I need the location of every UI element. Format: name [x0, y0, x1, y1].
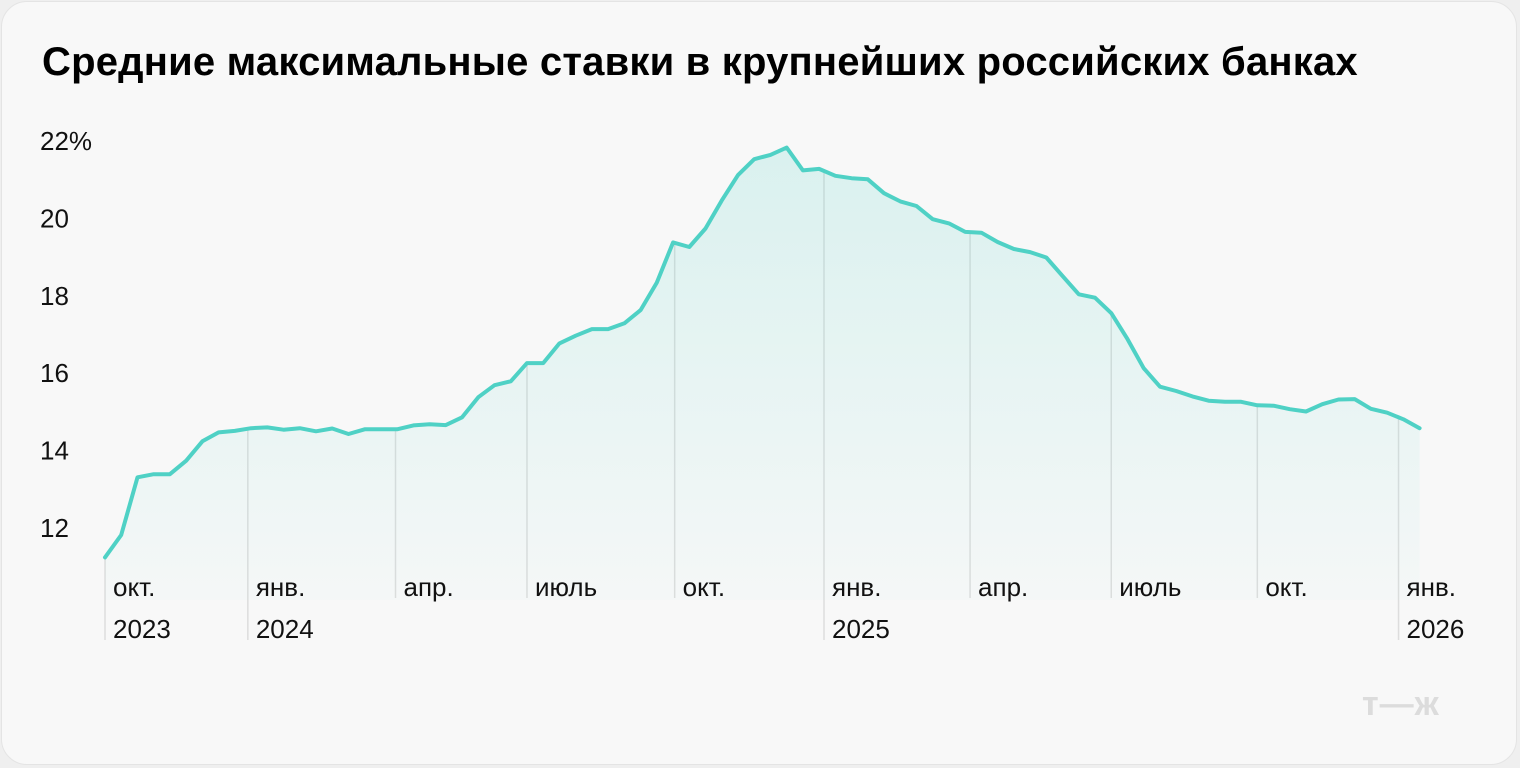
x-tick-year-label: 2026	[1407, 614, 1465, 644]
y-tick-label: 18	[40, 281, 69, 311]
x-tick-label: янв.	[1407, 572, 1456, 602]
x-tick-label: окт.	[683, 572, 725, 602]
x-tick-year-label: 2023	[113, 614, 171, 644]
area-fill	[105, 147, 1420, 600]
x-tick-year-label: 2025	[832, 614, 890, 644]
y-tick-label: 12	[40, 513, 69, 543]
x-tick-label: июль	[1119, 572, 1181, 602]
series-line	[103, 145, 1422, 560]
x-tick-year-label: 2024	[256, 614, 314, 644]
x-tick-label: апр.	[978, 572, 1028, 602]
y-tick-label: 14	[40, 436, 69, 466]
x-tick-label: янв.	[256, 572, 305, 602]
x-tick-label: окт.	[113, 572, 155, 602]
y-tick-label: 16	[40, 358, 69, 388]
x-tick-label: апр.	[404, 572, 454, 602]
x-tick-label: июль	[535, 572, 597, 602]
y-tick-label: 20	[40, 203, 69, 233]
x-tick-label: янв.	[832, 572, 881, 602]
y-tick-label: 22%	[40, 126, 92, 156]
logo: т—ж	[1362, 685, 1440, 723]
chart-title: Средние максимальные ставки в крупнейших…	[42, 40, 1358, 84]
x-tick-label: окт.	[1265, 572, 1307, 602]
